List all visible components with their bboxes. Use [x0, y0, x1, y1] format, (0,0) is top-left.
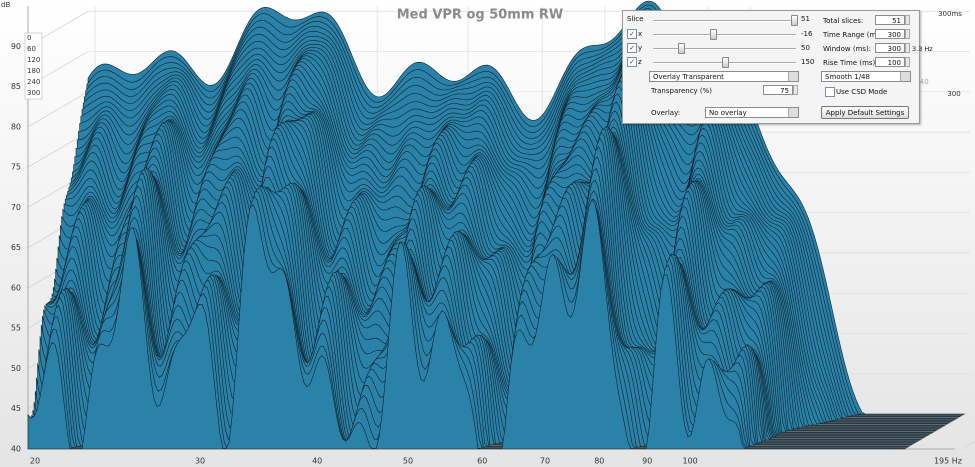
slider[interactable] — [653, 34, 796, 36]
x-tick-label: 195 Hz — [934, 457, 962, 466]
dropdown[interactable]: No overlay — [705, 107, 799, 118]
z-tick-label: 240 — [27, 78, 40, 86]
slider-thumb[interactable] — [678, 43, 685, 54]
grid-line — [27, 91, 89, 128]
spinner[interactable] — [905, 29, 910, 39]
label: Rise Time (ms): — [823, 59, 878, 67]
y-tick-label: 65 — [11, 243, 21, 252]
axes: 40 45 50 55 60 65 70 75 80 85 90 20 30 40 50 60 70 80 90 10… — [11, 32, 962, 466]
label: z — [638, 58, 642, 66]
slider-thumb[interactable] — [722, 57, 729, 68]
label: Use CSD Mode — [836, 88, 888, 96]
waterfall-slice — [27, 198, 905, 450]
y-tick-label: 60 — [11, 283, 21, 292]
value: 50 — [801, 44, 810, 52]
z-tick-label: 240 — [915, 78, 928, 86]
spinner[interactable] — [905, 43, 910, 53]
spinner[interactable] — [905, 15, 910, 25]
value: -16 — [801, 30, 813, 38]
checkbox[interactable]: ✓ — [627, 29, 637, 39]
value: 51 — [801, 15, 810, 23]
label: Window (ms): — [823, 45, 872, 53]
y-tick-label: 40 — [11, 445, 21, 454]
y-tick-label: 80 — [11, 122, 21, 131]
number-input[interactable]: 100 — [875, 57, 905, 67]
grid-line — [27, 131, 89, 168]
label: Transparency (%) — [651, 87, 713, 95]
label: Total slices: — [823, 17, 864, 25]
y-tick-label: 70 — [11, 203, 21, 212]
y-tick-label: 85 — [11, 82, 21, 91]
resolution-note: 3.3 Hz — [912, 45, 933, 53]
label: Overlay: — [651, 109, 681, 117]
z-tick-label: 300 — [947, 90, 960, 98]
dropdown[interactable]: Overlay Transparent — [649, 71, 799, 82]
z-end-label: 300ms — [938, 10, 962, 18]
x-tick-label: 30 — [195, 457, 205, 466]
z-tick-label: 120 — [27, 56, 40, 64]
x-tick-label: 20 — [30, 457, 40, 466]
y-tick-label: 55 — [11, 324, 21, 333]
x-tick-label: 40 — [312, 457, 322, 466]
number-input[interactable]: 51 — [875, 15, 905, 25]
x-tick-label: 100 — [683, 457, 698, 466]
number-input[interactable]: 75 — [763, 85, 793, 95]
slider[interactable] — [653, 20, 796, 22]
slider-thumb[interactable] — [791, 15, 798, 26]
label: x — [638, 30, 643, 38]
checkbox[interactable]: ✓ — [627, 57, 637, 67]
waterfall-surface — [27, 0, 965, 450]
checkbox[interactable]: ✓ — [627, 43, 637, 53]
x-tick-label: 60 — [477, 457, 487, 466]
z-tick-box — [24, 32, 43, 100]
settings-panel: Slice 51 ✓ x -16 ✓ y 50 ✓ z 150 Overlay … — [622, 10, 933, 124]
label: Slice — [627, 15, 644, 23]
x-tick-label: 80 — [594, 457, 604, 466]
y-tick-label: 75 — [11, 163, 21, 172]
x-tick-label: 90 — [642, 457, 652, 466]
slider[interactable] — [653, 48, 796, 50]
chart-title: Med VPR og 50mm RW — [397, 8, 564, 23]
y-axis-label: dB — [1, 1, 10, 9]
number-input[interactable]: 300 — [875, 43, 905, 53]
spinner[interactable] — [793, 85, 798, 95]
button[interactable]: Apply Default Settings — [821, 106, 909, 119]
z-tick-label: 180 — [27, 67, 40, 75]
slider-thumb[interactable] — [710, 29, 717, 40]
z-tick-label: 300 — [27, 89, 40, 97]
grid-line — [961, 441, 975, 450]
z-tick-label: 0 — [27, 34, 31, 42]
label: y — [638, 44, 643, 52]
x-tick-label: 70 — [540, 457, 550, 466]
x-tick-label: 50 — [403, 457, 413, 466]
label: Time Range (ms): — [823, 31, 886, 39]
y-tick-label: 90 — [11, 42, 21, 51]
y-tick-label: 45 — [11, 404, 21, 413]
checkbox[interactable] — [825, 87, 835, 97]
y-tick-label: 50 — [11, 364, 21, 373]
spinner[interactable] — [905, 57, 910, 67]
number-input[interactable]: 300 — [875, 29, 905, 39]
dropdown[interactable]: Smooth 1/48 — [821, 71, 911, 82]
value: 150 — [801, 58, 815, 66]
z-tick-label: 60 — [27, 45, 36, 53]
